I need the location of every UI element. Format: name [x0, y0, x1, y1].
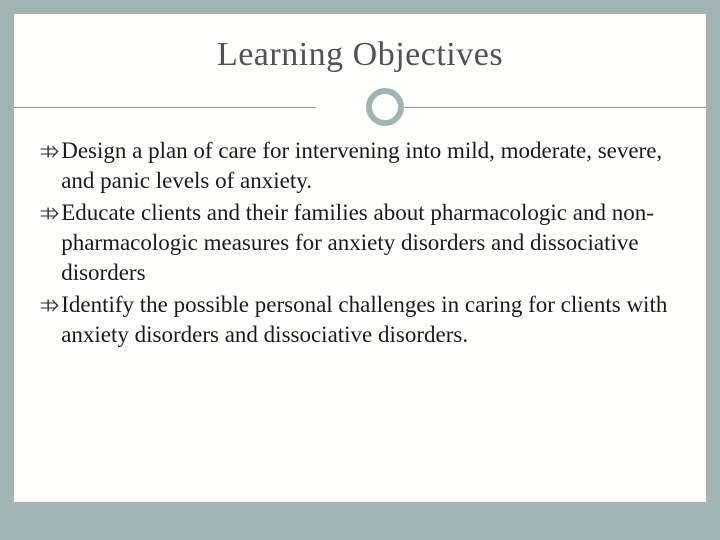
divider-line-left — [14, 107, 316, 108]
list-item: ⤃ Design a plan of care for intervening … — [40, 136, 680, 196]
title-divider — [14, 88, 706, 128]
slide-card: Learning Objectives ⤃ Design a plan of c… — [12, 12, 708, 504]
list-item-text: Educate clients and their families about… — [61, 198, 680, 288]
list-item: ⤃ Identify the possible personal challen… — [40, 290, 680, 350]
divider-ring-icon — [366, 88, 404, 126]
bullet-icon: ⤃ — [40, 136, 59, 166]
bullet-icon: ⤃ — [40, 290, 59, 320]
bullet-icon: ⤃ — [40, 198, 59, 228]
title-area: Learning Objectives — [14, 14, 706, 74]
divider-line-right — [404, 107, 706, 108]
list-item-text: Design a plan of care for intervening in… — [61, 136, 680, 196]
slide-title: Learning Objectives — [14, 36, 706, 74]
list-item-text: Identify the possible personal challenge… — [61, 290, 680, 350]
list-item: ⤃ Educate clients and their families abo… — [40, 198, 680, 288]
bullet-list: ⤃ Design a plan of care for intervening … — [14, 128, 706, 350]
